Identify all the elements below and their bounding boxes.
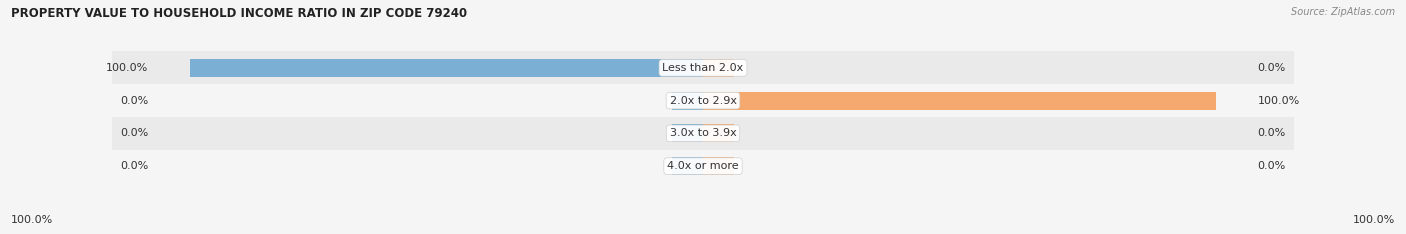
Bar	[672, 157, 703, 175]
Text: 0.0%: 0.0%	[120, 128, 149, 138]
Text: 0.0%: 0.0%	[1257, 128, 1286, 138]
Bar	[190, 59, 703, 77]
Text: 100.0%: 100.0%	[107, 63, 149, 73]
Text: 0.0%: 0.0%	[120, 161, 149, 171]
Bar	[112, 150, 1294, 183]
Bar	[112, 51, 1294, 84]
Bar	[672, 91, 703, 110]
Bar	[703, 157, 734, 175]
Text: Source: ZipAtlas.com: Source: ZipAtlas.com	[1291, 7, 1395, 17]
Bar	[112, 117, 1294, 150]
Bar	[703, 124, 734, 142]
Text: 0.0%: 0.0%	[120, 96, 149, 106]
Text: PROPERTY VALUE TO HOUSEHOLD INCOME RATIO IN ZIP CODE 79240: PROPERTY VALUE TO HOUSEHOLD INCOME RATIO…	[11, 7, 467, 20]
Text: 0.0%: 0.0%	[1257, 161, 1286, 171]
Bar	[703, 91, 1216, 110]
Text: Less than 2.0x: Less than 2.0x	[662, 63, 744, 73]
Bar	[672, 124, 703, 142]
Text: 100.0%: 100.0%	[1257, 96, 1299, 106]
Text: 0.0%: 0.0%	[1257, 63, 1286, 73]
Text: 2.0x to 2.9x: 2.0x to 2.9x	[669, 96, 737, 106]
Text: 100.0%: 100.0%	[11, 215, 53, 225]
Bar	[703, 59, 734, 77]
Bar	[112, 84, 1294, 117]
Text: 100.0%: 100.0%	[1353, 215, 1395, 225]
Text: 3.0x to 3.9x: 3.0x to 3.9x	[669, 128, 737, 138]
Text: 4.0x or more: 4.0x or more	[668, 161, 738, 171]
